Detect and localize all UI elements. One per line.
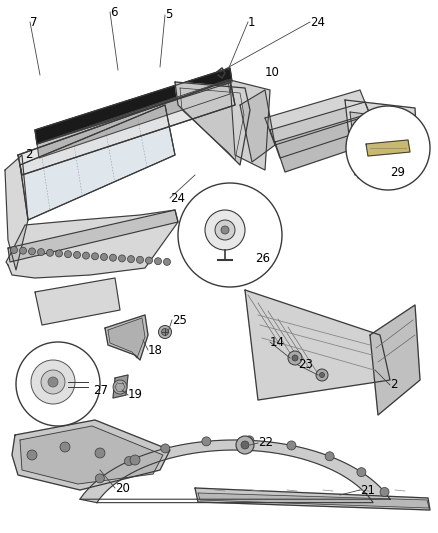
Circle shape — [241, 441, 249, 449]
Text: 21: 21 — [360, 483, 375, 497]
Text: 18: 18 — [148, 343, 163, 357]
Circle shape — [31, 360, 75, 404]
Text: 1: 1 — [248, 15, 255, 28]
Circle shape — [41, 370, 65, 394]
Circle shape — [319, 373, 325, 377]
Polygon shape — [18, 80, 235, 175]
Circle shape — [346, 106, 430, 190]
Polygon shape — [8, 210, 178, 262]
Polygon shape — [12, 420, 170, 490]
Circle shape — [130, 455, 140, 465]
Polygon shape — [265, 90, 370, 145]
Circle shape — [27, 450, 37, 460]
Circle shape — [113, 380, 127, 394]
Text: 24: 24 — [170, 191, 185, 205]
Text: 24: 24 — [310, 15, 325, 28]
Polygon shape — [113, 375, 128, 398]
Text: 7: 7 — [30, 15, 38, 28]
Polygon shape — [240, 90, 275, 162]
Circle shape — [288, 351, 302, 365]
Circle shape — [162, 328, 169, 335]
Circle shape — [82, 252, 89, 259]
Polygon shape — [5, 155, 28, 270]
Polygon shape — [198, 493, 429, 508]
Polygon shape — [108, 318, 145, 358]
Circle shape — [137, 256, 144, 263]
Polygon shape — [37, 80, 230, 158]
Circle shape — [48, 377, 58, 387]
Circle shape — [127, 256, 134, 263]
Text: 5: 5 — [165, 9, 173, 21]
Polygon shape — [80, 440, 390, 503]
Polygon shape — [35, 68, 232, 144]
Text: 6: 6 — [110, 5, 117, 19]
Circle shape — [221, 226, 229, 234]
Circle shape — [357, 467, 366, 477]
Circle shape — [145, 257, 152, 264]
Circle shape — [16, 342, 100, 426]
Circle shape — [46, 249, 53, 256]
Text: 29: 29 — [390, 166, 405, 180]
Circle shape — [292, 355, 298, 361]
Polygon shape — [230, 80, 270, 170]
Text: 2: 2 — [25, 149, 32, 161]
Circle shape — [155, 257, 162, 265]
Circle shape — [119, 255, 126, 262]
Polygon shape — [20, 426, 163, 484]
Circle shape — [202, 437, 211, 446]
Circle shape — [316, 369, 328, 381]
Circle shape — [11, 246, 18, 254]
Circle shape — [325, 452, 334, 461]
Circle shape — [163, 259, 170, 265]
Circle shape — [178, 183, 282, 287]
Text: 25: 25 — [172, 313, 187, 327]
Circle shape — [60, 442, 70, 452]
Polygon shape — [366, 140, 410, 156]
Polygon shape — [270, 102, 375, 158]
Circle shape — [95, 474, 104, 483]
Polygon shape — [6, 210, 178, 278]
Polygon shape — [20, 105, 175, 220]
Circle shape — [74, 252, 81, 259]
Polygon shape — [350, 112, 416, 178]
Text: 20: 20 — [115, 481, 130, 495]
Text: 14: 14 — [270, 335, 285, 349]
Text: 26: 26 — [255, 252, 270, 264]
Circle shape — [161, 444, 170, 453]
Text: 2: 2 — [390, 378, 398, 392]
Circle shape — [287, 441, 296, 450]
Text: 19: 19 — [128, 389, 143, 401]
Circle shape — [205, 210, 245, 250]
Polygon shape — [175, 82, 250, 165]
Circle shape — [56, 250, 63, 257]
Polygon shape — [195, 488, 430, 510]
Circle shape — [100, 254, 107, 261]
Circle shape — [159, 326, 172, 338]
Polygon shape — [245, 290, 390, 400]
Text: 22: 22 — [258, 437, 273, 449]
Circle shape — [245, 436, 254, 445]
Circle shape — [20, 247, 27, 254]
Circle shape — [64, 251, 71, 257]
Polygon shape — [105, 315, 148, 360]
Polygon shape — [275, 114, 380, 172]
Text: 10: 10 — [265, 66, 280, 78]
Circle shape — [380, 488, 389, 496]
Text: 23: 23 — [298, 359, 313, 372]
Circle shape — [215, 220, 235, 240]
Circle shape — [95, 448, 105, 458]
Circle shape — [110, 254, 117, 261]
Circle shape — [124, 457, 134, 465]
Polygon shape — [370, 305, 420, 415]
Circle shape — [38, 248, 45, 256]
Circle shape — [28, 248, 35, 255]
Polygon shape — [35, 278, 120, 325]
Circle shape — [236, 436, 254, 454]
Circle shape — [92, 253, 99, 260]
Text: 27: 27 — [93, 384, 108, 397]
Polygon shape — [345, 100, 418, 175]
